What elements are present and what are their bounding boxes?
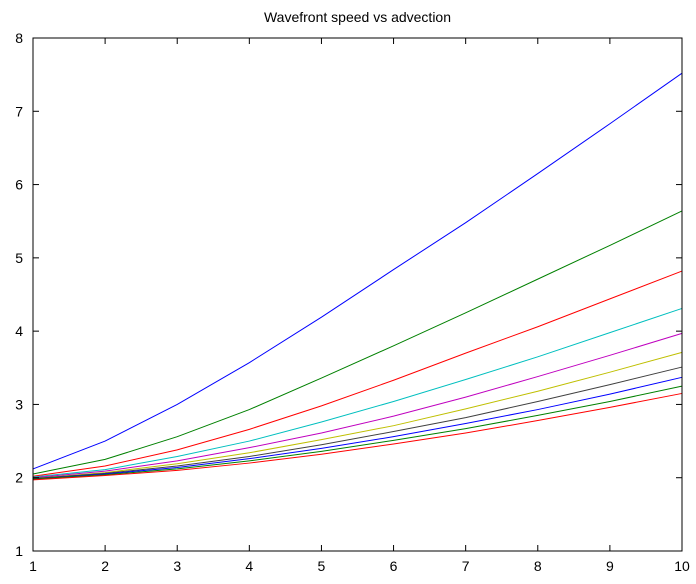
x-tick-label: 2 [101, 558, 109, 574]
series-line-4 [32, 307, 683, 478]
x-tick-label: 4 [245, 558, 253, 574]
x-tick-label: 6 [390, 558, 398, 574]
x-tick-label: 3 [173, 558, 181, 574]
series-line-8 [32, 376, 683, 480]
series-line-1 [32, 72, 683, 470]
x-tick-label: 9 [606, 558, 614, 574]
series-line-9 [32, 385, 683, 480]
y-tick-label: 8 [15, 30, 23, 46]
series-line-7 [32, 366, 683, 479]
y-tick-label: 7 [15, 103, 23, 119]
x-axis: 1 2 3 4 5 6 7 8 9 10 [29, 38, 690, 574]
y-tick-label: 1 [15, 543, 23, 559]
y-axis: 1 2 3 4 5 6 7 8 [15, 30, 682, 559]
series-line-5 [32, 332, 683, 479]
y-tick-label: 2 [15, 470, 23, 486]
series-line-2 [32, 210, 683, 475]
x-tick-label: 8 [534, 558, 542, 574]
x-tick-label: 1 [29, 558, 37, 574]
plot-area-frame [32, 37, 683, 552]
y-tick-label: 4 [15, 323, 23, 339]
x-tick-label: 7 [462, 558, 470, 574]
x-tick-label: 5 [318, 558, 326, 574]
series-line-6 [32, 351, 683, 479]
chart-title: Wavefront speed vs advection [264, 9, 451, 25]
x-tick-label: 10 [674, 558, 690, 574]
series-line-3 [32, 270, 683, 477]
y-tick-label: 6 [15, 177, 23, 193]
y-tick-label: 3 [15, 396, 23, 412]
y-tick-label: 5 [15, 250, 23, 266]
plot-lines [32, 72, 683, 481]
series-line-10 [32, 392, 683, 481]
